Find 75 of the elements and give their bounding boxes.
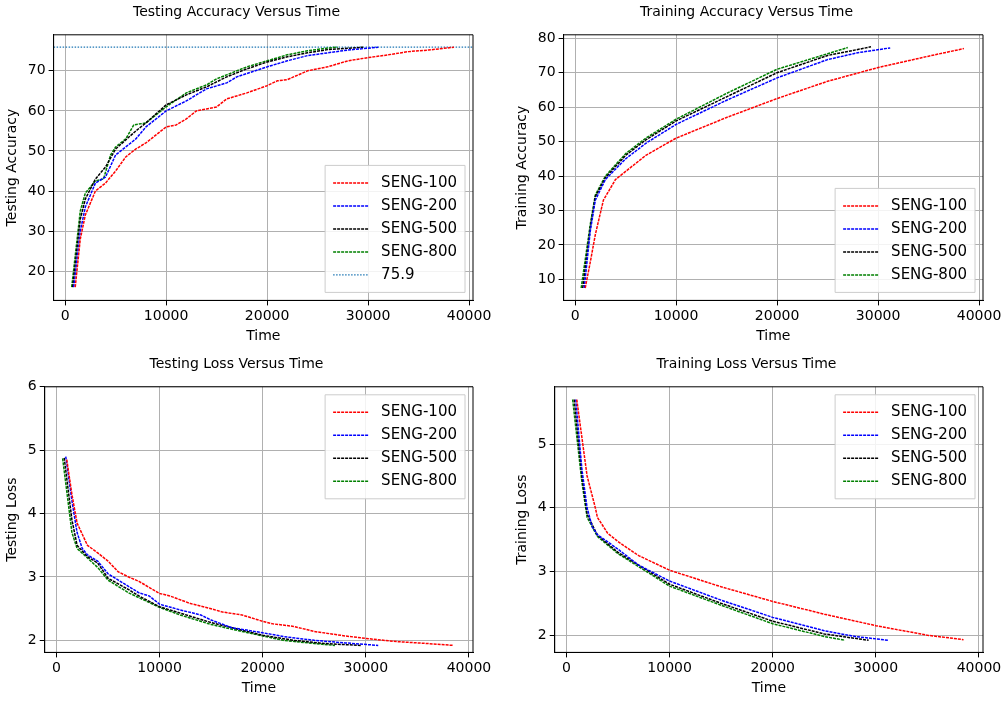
y-tick-label: 50	[537, 132, 556, 149]
x-tick-label: 0	[60, 307, 70, 324]
y-tick-label: 4	[27, 504, 37, 521]
y-tick-label: 60	[27, 101, 46, 118]
x-tick-label: 20000	[244, 307, 290, 324]
x-tick-label: 30000	[855, 307, 901, 324]
legend-label: SENG-100	[891, 195, 967, 214]
y-tick-label: 3	[537, 562, 547, 579]
x-tick-label: 0	[52, 659, 61, 676]
legend-label: SENG-200	[891, 218, 967, 237]
x-tick-label: 40000	[446, 659, 492, 676]
y-tick-label: 30	[537, 201, 556, 218]
x-axis-title: Time	[245, 327, 281, 344]
legend-label: SENG-800	[381, 241, 457, 260]
x-tick-label: 10000	[143, 307, 189, 324]
legend-label: SENG-100	[891, 402, 967, 421]
legend-label: SENG-800	[891, 264, 967, 283]
line-series	[74, 46, 455, 288]
y-tick-label: 2	[27, 631, 37, 647]
legend-label: SENG-200	[891, 425, 967, 444]
chart-title: Training Accuracy Versus Time	[638, 3, 854, 20]
y-tick-label: 10	[537, 270, 556, 287]
x-tick-label: 10000	[137, 659, 182, 676]
legend-label: SENG-200	[381, 425, 457, 444]
x-tick-label: 40000	[446, 307, 492, 324]
chart-title: Testing Loss Versus Time	[148, 355, 324, 372]
x-tick-label: 0	[562, 659, 571, 676]
legend-label: SENG-500	[891, 448, 967, 467]
y-axis-title: Testing Accuracy	[3, 108, 20, 228]
y-tick-label: 40	[27, 181, 46, 198]
y-tick-label: 5	[537, 434, 547, 451]
x-tick-label: 10000	[647, 659, 692, 676]
legend-label: SENG-500	[891, 241, 967, 260]
legend-label: SENG-200	[381, 195, 457, 214]
y-tick-label: 6	[27, 377, 37, 394]
x-tick-label: 20000	[750, 659, 795, 676]
line-series	[584, 47, 965, 289]
x-tick-label: 20000	[240, 659, 285, 676]
y-tick-label: 60	[537, 97, 556, 114]
x-tick-label: 40000	[956, 307, 1002, 324]
x-tick-label: 10000	[653, 307, 699, 324]
y-axis-title: Training Loss	[513, 474, 530, 566]
x-axis-title: Time	[750, 679, 786, 696]
y-tick-label: 4	[537, 498, 547, 515]
y-tick-label: 20	[537, 235, 556, 252]
y-tick-label: 70	[27, 61, 46, 78]
legend-label: SENG-500	[381, 448, 457, 467]
legend-label: SENG-500	[381, 218, 457, 237]
line-series	[576, 398, 965, 641]
legend-label: SENG-800	[891, 471, 967, 490]
y-tick-label: 50	[27, 141, 46, 158]
y-tick-label: 3	[27, 567, 37, 584]
y-tick-label: 2	[537, 625, 547, 642]
x-tick-label: 0	[570, 307, 580, 324]
chart-title: Training Loss Versus Time	[655, 355, 837, 372]
y-tick-label: 20	[27, 261, 46, 278]
legend-label: SENG-800	[381, 471, 457, 490]
x-tick-label: 30000	[343, 659, 389, 676]
y-tick-label: 30	[27, 221, 46, 238]
x-tick-label: 20000	[754, 307, 800, 324]
y-tick-label: 80	[537, 28, 556, 45]
legend-label: 75.9	[381, 264, 415, 283]
x-axis-title: Time	[755, 327, 791, 344]
y-tick-label: 5	[27, 440, 37, 457]
x-tick-label: 30000	[345, 307, 391, 324]
x-tick-label: 40000	[956, 659, 1002, 676]
y-axis-title: Testing Loss	[3, 477, 20, 563]
y-tick-label: 40	[537, 166, 556, 183]
legend-label: SENG-100	[381, 172, 457, 191]
y-axis-title: Training Accuracy	[513, 105, 530, 231]
x-axis-title: Time	[240, 679, 276, 696]
chart-title: Testing Accuracy Versus Time	[131, 3, 341, 20]
legend-label: SENG-100	[381, 402, 457, 421]
y-tick-label: 70	[537, 63, 556, 80]
x-tick-label: 30000	[853, 659, 899, 676]
